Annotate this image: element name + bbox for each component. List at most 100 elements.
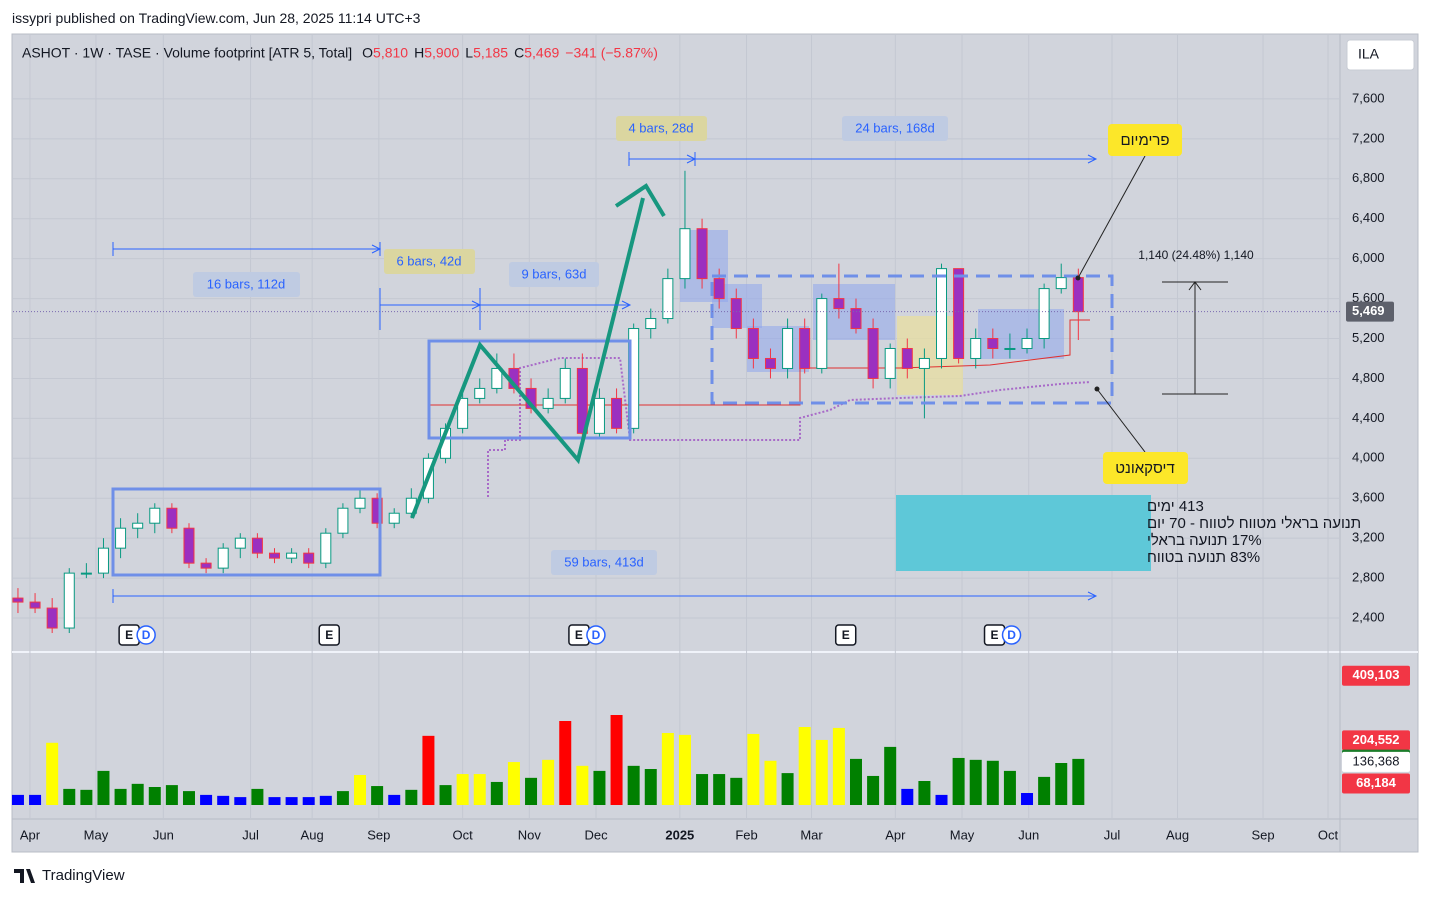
event-badge [586, 625, 606, 645]
candle-body [1004, 347, 1016, 350]
candle-body [747, 328, 759, 359]
candle-body [593, 397, 605, 434]
volume-bar [1003, 770, 1016, 805]
note-line: 83% תנועה בטווח [1147, 549, 1260, 566]
candle-body [816, 298, 828, 369]
candle-body [970, 338, 982, 359]
candle-body [850, 308, 862, 330]
candle-body [576, 367, 588, 434]
candle-body [269, 552, 281, 559]
volume-bar [251, 788, 264, 805]
volume-bar [610, 715, 623, 805]
volume-bar [11, 794, 24, 805]
candle-body [799, 328, 811, 369]
candle-body [918, 357, 930, 369]
volume-bar [576, 765, 589, 805]
volume-bar [97, 770, 110, 805]
candle-body [936, 268, 948, 359]
volume-bar [867, 775, 880, 805]
volume-bar [593, 770, 606, 805]
volume-bar [678, 734, 691, 805]
x-tick-label: Sep [367, 827, 390, 842]
volume-bar [354, 775, 367, 805]
candle-body [987, 338, 999, 349]
volume-label: 409,103 [1353, 667, 1400, 682]
legend-value: 5,810 [373, 45, 408, 61]
event-label: E [842, 628, 850, 642]
y-tick-label: 4,000 [1352, 450, 1385, 465]
currency[interactable]: ILA [1358, 46, 1380, 62]
volume-bar [542, 759, 555, 805]
y-tick-label: 2,800 [1352, 570, 1385, 585]
candle-body [611, 397, 623, 429]
volume-bar [268, 797, 281, 805]
callout-box [1103, 452, 1188, 484]
candle-body [764, 357, 776, 369]
candle-body [559, 367, 571, 399]
volume-label-box [1342, 665, 1410, 686]
label-box [842, 116, 948, 141]
volume-bar [217, 795, 230, 805]
last-price-box [1346, 301, 1394, 322]
y-tick-label: 4,800 [1352, 370, 1385, 385]
y-tick-label: 7,200 [1352, 130, 1385, 145]
x-tick-label: Apr [885, 827, 906, 842]
volume-label: 136,368 [1353, 753, 1400, 768]
legend-value: 5,185 [473, 45, 508, 61]
candle-body [63, 572, 75, 629]
chart-frame [11, 33, 1419, 853]
candle-body [97, 547, 109, 574]
label-box [616, 116, 707, 141]
y-tick-label: 4,400 [1352, 410, 1385, 425]
currency-button[interactable] [1346, 39, 1415, 71]
volume-bar [80, 789, 93, 805]
legend-key: H [414, 45, 424, 61]
range-box [427, 339, 632, 440]
volume-bar [507, 762, 520, 805]
volume-bar [1055, 763, 1068, 805]
volume-bar [388, 794, 401, 805]
candle-body [542, 397, 554, 409]
x-tick-label: Jun [1018, 827, 1039, 842]
volume-bar [131, 783, 144, 805]
candle-body [901, 347, 913, 369]
range-box [111, 487, 382, 577]
event-label: D [592, 628, 601, 642]
value-area [487, 357, 1091, 497]
event-label: D [142, 628, 151, 642]
x-tick-label: 2025 [665, 827, 694, 842]
volume-bar [234, 797, 247, 805]
legend-value: 5,900 [424, 45, 459, 61]
x-tick-label: Sep [1251, 827, 1274, 842]
x-tick-label: Jun [153, 827, 174, 842]
candle-body [645, 318, 657, 330]
volume-bar [148, 787, 161, 805]
volume-bar [747, 733, 760, 805]
footer: TradingView [42, 867, 125, 884]
volume-bar [627, 765, 640, 805]
candle-body [166, 507, 178, 529]
volume-bar [456, 774, 469, 805]
candle-body [200, 562, 212, 569]
volume-bar [832, 727, 845, 805]
volume-label-box [1342, 773, 1410, 794]
legend-key: L [465, 45, 473, 61]
volume-label: 204,552 [1353, 732, 1400, 747]
note-line: 413 ימים [1147, 498, 1204, 515]
candle-body [1055, 277, 1067, 290]
x-tick-label: Feb [735, 827, 757, 842]
measure-label: 59 bars, 413d [564, 554, 644, 569]
candle-body [371, 497, 383, 524]
drawings: 16 bars, 112d 6 bars, 42d 9 bars, 63d 4 … [111, 116, 1361, 603]
note-line: תנועה בראלי מטווח לטווח - 70 יום [1147, 515, 1361, 532]
volume-bar [200, 794, 213, 805]
x-tick-label: Mar [800, 827, 823, 842]
measure-label: 6 bars, 42d [396, 253, 461, 268]
header: issypri published on TradingView.com, Ju… [12, 10, 421, 26]
x-tick-label: Dec [584, 827, 608, 842]
candle-body [833, 298, 845, 310]
candle-body [696, 228, 708, 280]
x-tick-label: Jul [242, 827, 259, 842]
legend: ASHOT · 1W · TASE · Volume footprint [AT… [22, 45, 658, 61]
